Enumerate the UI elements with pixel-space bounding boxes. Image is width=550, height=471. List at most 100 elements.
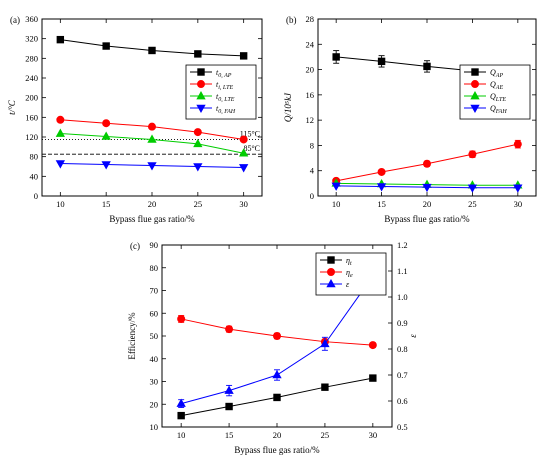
data-point (422, 183, 432, 193)
x-tick-label: 30 (514, 199, 523, 209)
chart-panel-1: 10 15 20 25 30 0 40 80 120 160 200 240 280 320 360 Bypa… (7, 14, 263, 224)
series-3 (55, 128, 249, 157)
series-1 (177, 374, 377, 420)
series-2 (332, 139, 522, 185)
data-point (147, 134, 157, 143)
y-axis-label: t/°C (7, 99, 17, 115)
data-point (423, 62, 431, 71)
y-tick-label: 20 (306, 65, 315, 75)
chart-panel-2: 10 15 20 25 30 0 4 8 12 16 20 24 28 Bypass flue gas r… (283, 14, 537, 224)
data-point (377, 57, 386, 66)
legend-label: QAP (490, 68, 503, 79)
y2-axis-label: ε (408, 334, 418, 338)
data-point (177, 411, 185, 420)
x-tick-label: 10 (332, 199, 341, 209)
data-point (225, 402, 233, 411)
data-point (102, 119, 111, 128)
data-point (331, 182, 341, 191)
series-3 (176, 267, 378, 408)
panel-label: (b) (286, 15, 297, 25)
x-tick-label: 20 (423, 199, 432, 209)
x-tick-label: 15 (225, 430, 234, 440)
y-tick-label: 4 (310, 166, 315, 176)
y-tick-label: 80 (30, 152, 39, 162)
y-tick-label: 280 (25, 53, 38, 63)
data-point (321, 383, 329, 391)
y-tick-label: 320 (25, 34, 38, 44)
series-2 (177, 314, 377, 350)
data-point (513, 140, 522, 149)
legend-marker (196, 90, 206, 100)
data-point (332, 53, 340, 61)
y-tick-label: 16 (306, 90, 315, 100)
data-point (377, 167, 386, 176)
y-tick-label: 120 (25, 132, 38, 142)
x-tick-label: 25 (321, 430, 330, 440)
y-tick-label: 90 (150, 240, 159, 250)
legend-marker (327, 268, 335, 276)
data-point (102, 42, 110, 50)
x-tick-label: 10 (177, 430, 186, 440)
chart-panel-3: 10 15 20 25 30 10 20 30 40 50 60 70 80 90 0.5 0.6 0.7 0.8… (127, 240, 418, 455)
legend-marker (197, 80, 205, 89)
data-point (194, 50, 202, 58)
legend-marker (196, 104, 206, 114)
data-point (468, 150, 477, 159)
data-point (513, 184, 523, 193)
data-point (193, 138, 203, 148)
data-point (193, 163, 203, 172)
data-point (193, 128, 202, 137)
legend-label: ηt (346, 256, 352, 267)
y-tick-label: 240 (25, 73, 38, 83)
y-tick-label: 40 (30, 171, 39, 181)
x-tick-label: 20 (148, 199, 157, 209)
series-1 (56, 35, 248, 60)
y-tick-label: 160 (25, 112, 38, 122)
y-tick-label: 28 (306, 14, 315, 24)
data-point (55, 128, 65, 137)
data-point (320, 338, 330, 348)
y-tick-label: 30 (150, 377, 159, 387)
data-point (273, 332, 281, 340)
legend-marker (197, 68, 205, 76)
y-tick-label: 10 (150, 422, 159, 432)
x-tick-label: 30 (369, 430, 378, 440)
y-tick-label: 200 (25, 93, 38, 103)
y-tick-label: 80 (150, 263, 159, 273)
data-point (273, 393, 281, 402)
x-tick-label: 10 (56, 199, 65, 209)
data-point (101, 161, 111, 170)
y-tick-label: 70 (150, 286, 159, 296)
legend-marker (470, 104, 480, 114)
data-point (239, 164, 249, 173)
data-point (239, 52, 248, 60)
data-point (225, 325, 234, 334)
legend-label: t0, AP (216, 68, 232, 79)
data-point (55, 160, 65, 169)
x-axis-label: Bypass flue gas ratio/% (384, 214, 470, 224)
x-axis-label: Bypass flue gas ratio/% (234, 445, 320, 455)
data-point (224, 385, 234, 394)
panel-label: (a) (10, 15, 20, 25)
data-point (148, 46, 156, 55)
data-point (376, 183, 387, 192)
data-point (239, 148, 249, 157)
data-point (177, 314, 186, 323)
y2-tick-label: 1.0 (397, 292, 408, 302)
y-tick-label: 50 (150, 331, 159, 341)
y-axis-label: Efficiency/% (127, 312, 137, 360)
y-axis-label: Q/10⁵kJ (283, 92, 293, 122)
legend-marker (470, 90, 480, 100)
data-point (56, 35, 65, 44)
data-point (147, 162, 157, 171)
data-point (369, 374, 377, 382)
data-point (272, 369, 282, 379)
legend-marker (326, 278, 336, 288)
legend-label: ηe (346, 268, 353, 279)
y-tick-label: 0 (310, 191, 314, 201)
y2-tick-label: 1.1 (397, 266, 408, 276)
y2-tick-label: 1.2 (397, 240, 408, 250)
